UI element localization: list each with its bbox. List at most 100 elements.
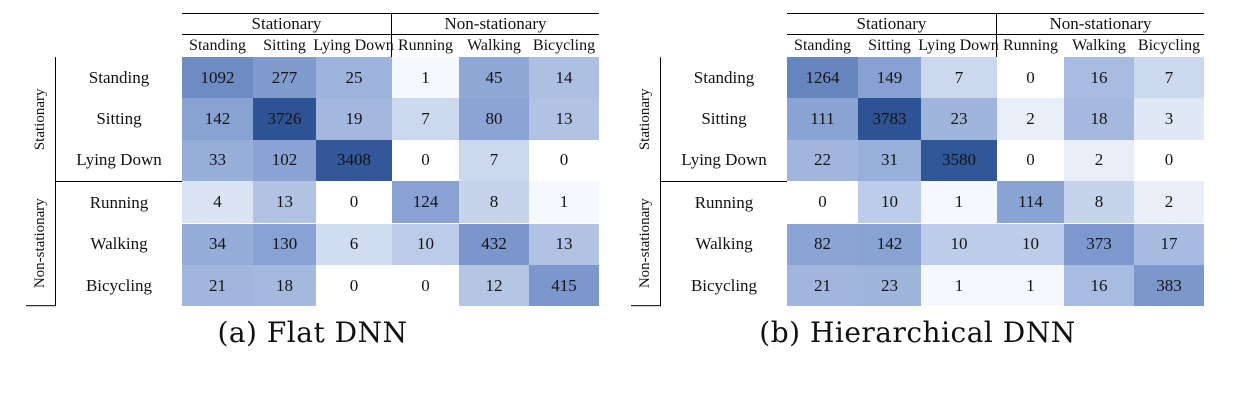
matrix-cell: 23	[858, 264, 921, 307]
matrix-cell: 10	[858, 181, 921, 223]
matrix-cell: 0	[1134, 139, 1204, 182]
matrix-cell: 142	[858, 223, 921, 265]
matrix-cell: 1	[921, 181, 997, 223]
matrix-cell: 13	[529, 223, 599, 265]
column-header-standing: Standing	[189, 37, 246, 54]
column-header-lying-down: Lying Down	[918, 35, 999, 57]
matrix-cell: 12	[459, 264, 529, 307]
matrix-cell: 16	[1064, 57, 1134, 99]
matrix-cell: 7	[392, 98, 459, 140]
row-label-lying-down: Lying Down	[681, 150, 767, 170]
matrix-cell: 3408	[316, 139, 392, 182]
matrix-cell: 0	[392, 264, 459, 307]
matrix-cell: 45	[459, 57, 529, 99]
matrix-cell: 7	[921, 57, 997, 99]
matrix-cell: 10	[392, 223, 459, 265]
col-group-header-stationary: Stationary	[787, 13, 997, 35]
matrix-cell: 1	[921, 264, 997, 307]
matrix-cell: 111	[787, 98, 858, 140]
matrix-cell: 3580	[921, 139, 997, 182]
matrix-cell: 0	[316, 181, 392, 223]
matrix-cell: 82	[787, 223, 858, 265]
row-label-lying-down: Lying Down	[76, 150, 162, 170]
row-label-bicycling: Bicycling	[85, 275, 153, 295]
matrix-cell: 3726	[253, 98, 316, 140]
matrix-cell: 8	[459, 181, 529, 223]
col-group-header-stationary: Stationary	[182, 13, 392, 35]
figure-row: Stationary Non-stationary Standing Sitting L…	[26, 13, 1204, 349]
matrix-cell: 114	[997, 181, 1064, 223]
matrix-cell: 0	[997, 139, 1064, 182]
column-header-sitting: Sitting	[263, 37, 306, 54]
caption-hierarchical-dnn: (b) Hierarchical DNN	[759, 316, 1076, 350]
matrix-cell: 0	[529, 139, 599, 182]
matrix-cell: 3783	[858, 98, 921, 140]
matrix-cell: 8	[1064, 181, 1134, 223]
caption-flat-dnn: (a) Flat DNN	[217, 316, 408, 350]
matrix-cell: 80	[459, 98, 529, 140]
matrix-cell: 14	[529, 57, 599, 99]
col-group-header-non-stationary: Non-stationary	[392, 13, 599, 35]
column-header-running: Running	[1002, 37, 1059, 54]
column-header-sitting: Sitting	[868, 37, 911, 54]
confusion-matrix-flat-dnn: Stationary Non-stationary Standing Sitting L…	[26, 13, 599, 307]
matrix-cell: 34	[182, 223, 253, 265]
matrix-cell: 432	[459, 223, 529, 265]
row-label-bicycling: Bicycling	[690, 275, 758, 295]
column-header-running: Running	[397, 37, 454, 54]
matrix-cell: 124	[392, 181, 459, 223]
row-label-sitting: Sitting	[701, 109, 747, 129]
matrix-cell: 3	[1134, 98, 1204, 140]
row-label-sitting: Sitting	[96, 109, 142, 129]
matrix-cell: 7	[1134, 57, 1204, 99]
matrix-cell: 383	[1134, 264, 1204, 307]
column-header-bicycling: Bicycling	[532, 37, 596, 54]
row-group-label-non-stationary: Non-stationary	[631, 181, 661, 307]
row-group-label-stationary: Stationary	[26, 57, 56, 182]
confusion-matrix-hierarchical-dnn: Stationary Non-stationary Standing Sitting L…	[631, 13, 1204, 307]
column-header-walking: Walking	[467, 37, 521, 54]
matrix-cell: 6	[316, 223, 392, 265]
matrix-cell: 7	[459, 139, 529, 182]
row-label-walking: Walking	[695, 234, 753, 254]
matrix-cell: 25	[316, 57, 392, 99]
matrix-cell: 130	[253, 223, 316, 265]
row-group-label-stationary: Stationary	[631, 57, 661, 182]
matrix-cell: 102	[253, 139, 316, 182]
column-header-standing: Standing	[794, 37, 851, 54]
row-label-standing: Standing	[693, 67, 755, 87]
matrix-cell: 0	[997, 57, 1064, 99]
matrix-cell: 277	[253, 57, 316, 99]
matrix-cell: 0	[392, 139, 459, 182]
row-label-standing: Standing	[88, 67, 150, 87]
matrix-cell: 1	[997, 264, 1064, 307]
matrix-cell: 1264	[787, 57, 858, 99]
matrix-cell: 373	[1064, 223, 1134, 265]
matrix-cell: 21	[787, 264, 858, 307]
matrix-cell: 10	[921, 223, 997, 265]
matrix-cell: 0	[787, 181, 858, 223]
column-header-bicycling: Bicycling	[1137, 37, 1201, 54]
row-label-walking: Walking	[90, 234, 148, 254]
row-group-label-non-stationary: Non-stationary	[26, 181, 56, 307]
column-header-lying-down: Lying Down	[313, 35, 394, 57]
matrix-cell: 1092	[182, 57, 253, 99]
matrix-cell: 23	[921, 98, 997, 140]
matrix-cell: 1	[392, 57, 459, 99]
col-group-header-non-stationary: Non-stationary	[997, 13, 1204, 35]
subfigure-flat-dnn: Stationary Non-stationary Standing Sitting L…	[26, 13, 599, 349]
matrix-cell: 31	[858, 139, 921, 182]
matrix-cell: 1	[529, 181, 599, 223]
matrix-cell: 18	[253, 264, 316, 307]
matrix-cell: 21	[182, 264, 253, 307]
matrix-cell: 17	[1134, 223, 1204, 265]
subfigure-hierarchical-dnn: Stationary Non-stationary Standing Sitting L…	[631, 13, 1204, 349]
matrix-cell: 2	[1134, 181, 1204, 223]
matrix-cell: 33	[182, 139, 253, 182]
row-label-running: Running	[56, 181, 182, 223]
matrix-cell: 149	[858, 57, 921, 99]
matrix-cell: 13	[529, 98, 599, 140]
matrix-cell: 13	[253, 181, 316, 223]
matrix-cell: 142	[182, 98, 253, 140]
matrix-cell: 415	[529, 264, 599, 307]
